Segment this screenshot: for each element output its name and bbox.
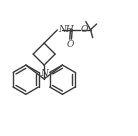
Text: O: O — [80, 25, 88, 34]
Text: NH: NH — [58, 25, 74, 34]
Text: O: O — [67, 40, 74, 49]
Text: N: N — [40, 69, 48, 78]
